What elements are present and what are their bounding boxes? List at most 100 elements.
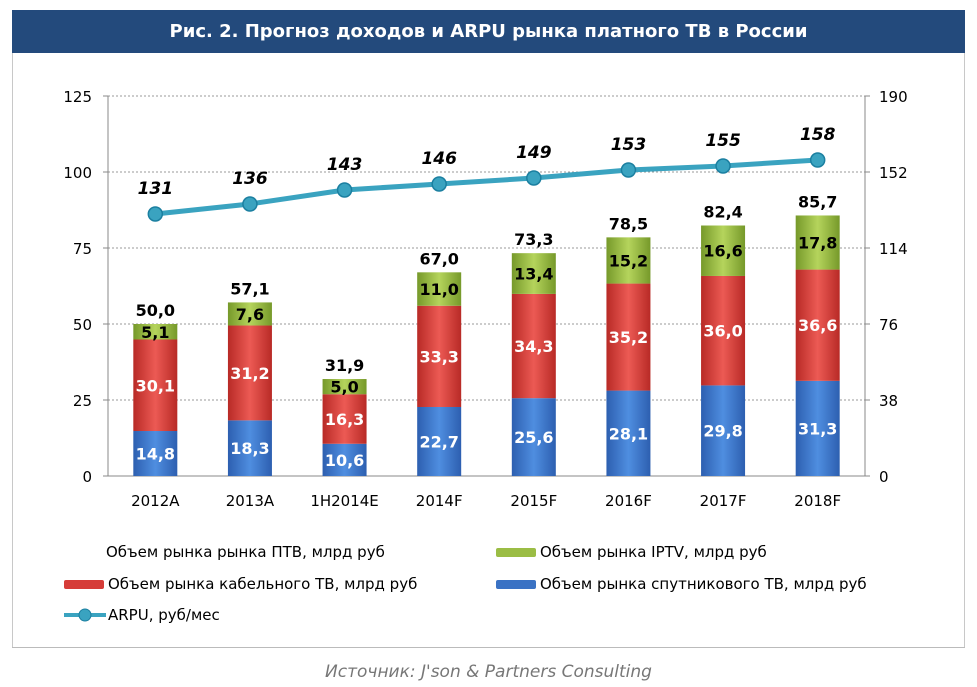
data-label: 30,1 [136,376,175,395]
total-label: 67,0 [419,249,458,268]
data-label: 17,8 [798,234,837,253]
bar-segment [701,275,746,386]
legend-swatch [496,579,536,589]
x-tick-label: 2014F [416,492,463,510]
data-label: 22,7 [419,432,458,451]
bar-segment [701,385,746,476]
bar-segment [322,443,367,476]
legend-label: ARPU, руб/мес [108,606,220,624]
data-label: 25,6 [514,428,553,447]
bar-segment [511,253,556,294]
data-label: 11,0 [419,280,458,299]
total-label: 31,9 [325,356,364,375]
data-label: 36,0 [703,322,742,341]
legend-iptv: Объем рынка IPTV, млрд руб [496,543,767,561]
right-tick-label: 152 [879,164,908,182]
arpu-line [155,157,818,217]
data-label: 29,8 [703,422,742,441]
left-tick-label: 100 [63,164,92,182]
data-label: 5,1 [141,323,169,342]
bar-segment [795,380,840,476]
x-tick-label: 2017F [700,492,747,510]
left-tick-label: 50 [73,316,92,334]
arpu-label: 155 [705,131,741,151]
data-label: 15,2 [609,251,648,270]
data-label: 36,6 [798,316,837,335]
bar-segment [322,379,367,395]
data-label: 13,4 [514,265,553,284]
data-label: 16,6 [703,242,742,261]
bar-segment [511,293,556,399]
data-label: 14,8 [136,445,175,464]
bar-segment [133,431,178,476]
total-label: 73,3 [514,230,553,249]
data-label: 31,3 [798,419,837,438]
legend-arpu: ARPU, руб/мес [64,606,220,624]
data-label: 28,1 [609,424,648,443]
bar-segment [322,394,367,444]
arpu-point [242,196,258,212]
x-tick-label: 2012A [131,492,180,510]
arpu-label: 131 [138,179,174,199]
right-tick-label: 190 [879,88,908,106]
bar-segment [417,305,462,407]
total-label: 78,5 [609,214,648,233]
arpu-label: 149 [516,143,552,163]
data-label: 18,3 [230,439,269,458]
data-label: 34,3 [514,337,553,356]
legend-label: Объем рынка IPTV, млрд руб [540,543,767,561]
x-tick-label: 2015F [510,492,557,510]
total-label: 85,7 [798,192,837,211]
total-label: 82,4 [703,203,742,222]
bar-segment [795,215,840,270]
bar-segment [133,339,178,432]
arpu-point [809,152,826,168]
arpu-label: 153 [611,135,647,155]
right-tick-label: 0 [879,468,889,486]
bar-segment [606,237,651,284]
right-tick-label: 38 [879,392,898,410]
x-tick-label: 2016F [605,492,652,510]
bar-segment [511,398,556,476]
legend-label: Объем рынка рынка ПТВ, млрд руб [106,543,385,561]
arpu-point [620,162,637,178]
data-label: 7,6 [236,305,264,324]
arpu-label: 158 [800,125,836,145]
left-tick-label: 0 [82,468,92,486]
left-tick-label: 125 [63,88,92,106]
legend-label: Объем рынка кабельного ТВ, млрд руб [108,575,418,593]
legend-satellite: Объем рынка спутникового ТВ, млрд руб [496,575,867,593]
bar-segment [795,269,840,381]
left-tick-label: 25 [73,392,92,410]
data-label: 5,0 [330,378,358,397]
arpu-label: 136 [232,169,268,189]
data-label: 16,3 [325,410,364,429]
arpu-label: 146 [421,149,457,169]
chart-title: Рис. 2. Прогноз доходов и ARPU рынка пла… [12,10,965,53]
bar-segment [417,272,462,306]
arpu-label: 143 [327,155,363,175]
bar-segment [227,420,272,476]
left-tick-label: 75 [73,240,92,258]
legend-cable: Объем рынка кабельного ТВ, млрд руб [64,575,417,593]
arpu-point [431,176,447,192]
data-label: 33,3 [419,347,458,366]
legend-total: Объем рынка рынка ПТВ, млрд руб [106,543,385,561]
legend-line-marker [64,608,106,622]
x-tick-label: 1H2014E [310,492,378,510]
total-label: 50,0 [136,301,175,320]
arpu-point [715,158,731,174]
bar-segment [133,324,178,340]
data-label: 31,2 [230,364,269,383]
bar-segment [417,406,462,476]
right-tick-label: 76 [879,316,898,334]
arpu-point [336,182,353,198]
data-label: 10,6 [325,451,364,470]
right-tick-label: 114 [879,240,908,258]
arpu-point [147,206,164,222]
data-label: 35,2 [609,328,648,347]
bar-segment [227,302,272,326]
divider [12,647,965,648]
source-note: Источник: J'son & Partners Consulting [325,662,652,682]
